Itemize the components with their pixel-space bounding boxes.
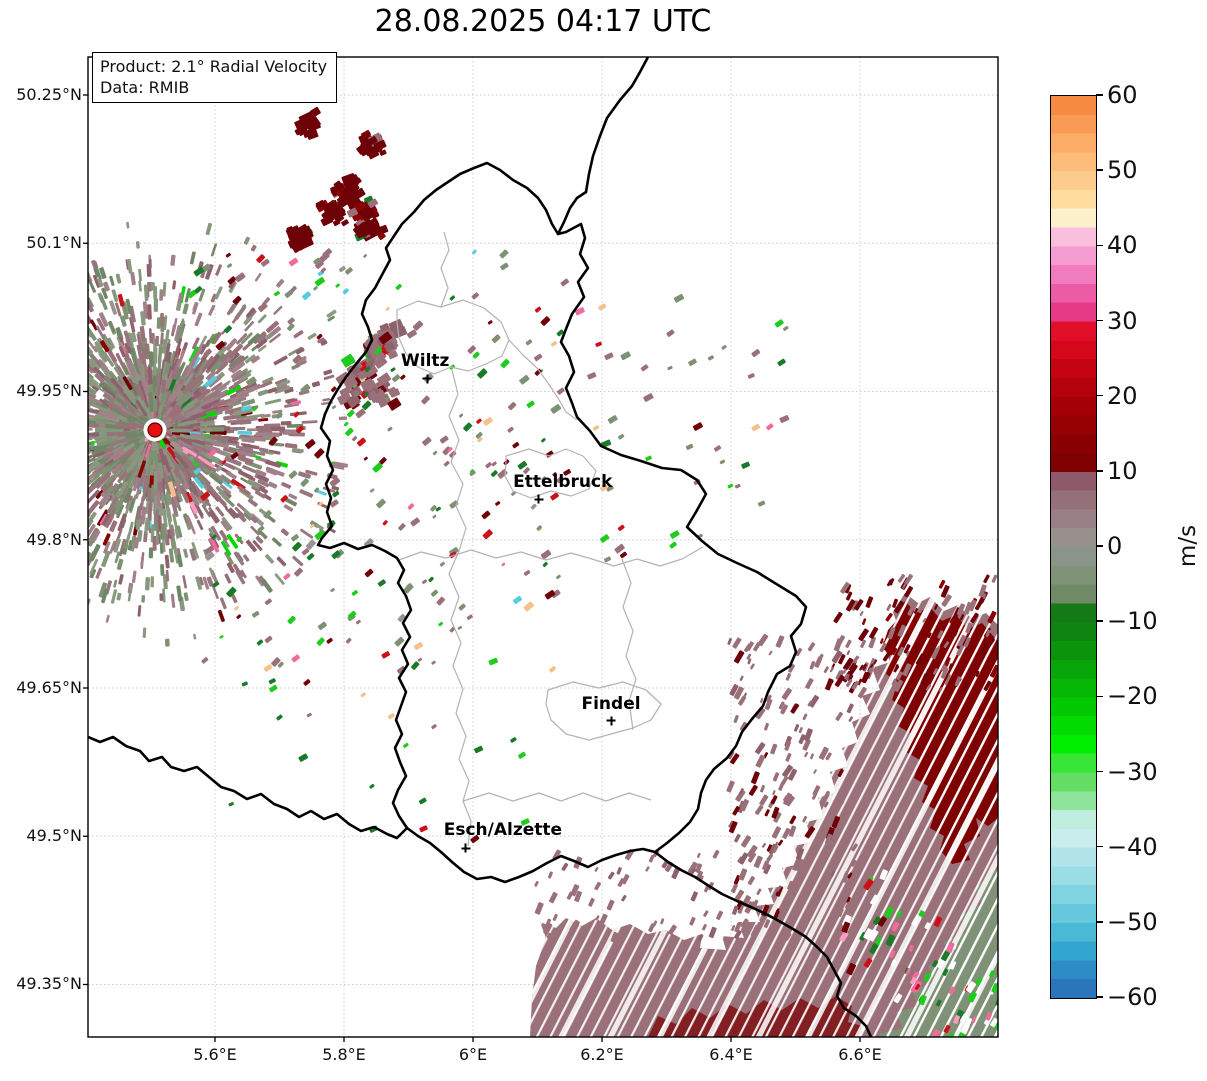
city-label: Findel xyxy=(581,693,641,714)
colorbar-tick xyxy=(1096,996,1103,998)
city-marker xyxy=(606,715,617,726)
speckle-mid xyxy=(187,248,565,673)
colorbar-tick-label: 30 xyxy=(1107,306,1138,335)
colorbar-tick xyxy=(1096,921,1103,923)
city-label: Wiltz xyxy=(400,350,450,371)
region-border xyxy=(398,546,704,567)
country-border-luxembourg xyxy=(316,161,808,884)
region-border xyxy=(545,681,662,741)
region-border xyxy=(621,558,637,731)
colorbar-tick xyxy=(1096,394,1103,397)
clutter-speckles xyxy=(88,106,998,1037)
lat-tick-label: 49.95°N xyxy=(16,381,82,401)
colorbar-tick-label: −20 xyxy=(1107,682,1158,711)
colorbar-tick xyxy=(1096,770,1103,773)
colorbar-tick-label: −30 xyxy=(1107,757,1158,786)
colorbar-tick xyxy=(1096,620,1103,622)
colorbar-tick xyxy=(1096,545,1103,547)
country-border-be-de xyxy=(584,57,650,194)
echo-boundary-specks xyxy=(839,869,998,1037)
colorbar-tick xyxy=(1096,244,1103,247)
echo-fringe-bottom xyxy=(534,849,773,943)
city-label: Ettelbruck xyxy=(513,472,613,493)
lon-tick-label: 6.2°E xyxy=(580,1045,624,1064)
lat-tick-label: 49.65°N xyxy=(16,677,82,697)
lon-tick-label: 5.6°E xyxy=(193,1045,237,1064)
colorbar-tick-label: 10 xyxy=(1107,456,1138,485)
colorbar-tick xyxy=(1096,845,1103,848)
colorbar-unit-label: m/s xyxy=(1175,524,1201,568)
colorbar-tick xyxy=(1096,695,1103,698)
city-marker xyxy=(422,373,433,384)
colorbar-tick-label: −10 xyxy=(1107,607,1158,636)
echo-fringe-top xyxy=(829,573,998,699)
region-border xyxy=(440,231,450,308)
colorbar-tick-label: 0 xyxy=(1107,532,1123,560)
axes-frame xyxy=(87,56,999,1038)
country-border-north-dip xyxy=(556,190,588,236)
lon-tick-label: 6.6°E xyxy=(838,1045,882,1064)
colorbar-tick xyxy=(1096,169,1103,171)
colorbar-tick xyxy=(1096,94,1103,96)
region-border xyxy=(462,792,652,802)
region-borders xyxy=(396,231,704,847)
radar-site-dot xyxy=(147,422,163,438)
axis-tick-marks xyxy=(83,94,861,1042)
echo-fringe-left xyxy=(726,633,861,941)
clutter-wiltz xyxy=(335,318,408,411)
clutter-nw xyxy=(285,106,389,254)
lat-tick-label: 50.25°N xyxy=(16,85,82,104)
figure-title: 28.08.2025 04:17 UTC xyxy=(374,4,712,39)
legend-data-line: Data: RMIB xyxy=(100,78,190,98)
region-border xyxy=(508,339,578,421)
lat-tick-label: 50.1°N xyxy=(26,233,82,253)
colorbar-tick-label: −60 xyxy=(1107,983,1158,1011)
lon-tick-label: 6°E xyxy=(458,1045,488,1064)
lon-tick-label: 5.8°E xyxy=(322,1045,366,1064)
city-label: Esch/Alzette xyxy=(443,820,563,841)
country-border-be-fr xyxy=(88,735,409,840)
colorbar-tick-label: 50 xyxy=(1107,156,1138,185)
country-borders xyxy=(88,57,873,1037)
radar-site-marker xyxy=(143,418,167,442)
product-legend: Product: 2.1° Radial Velocity Data: RMIB xyxy=(92,52,338,104)
region-border xyxy=(396,299,510,375)
colorbar-tick-label: 60 xyxy=(1107,81,1138,109)
speckle-south xyxy=(228,642,530,844)
lat-tick-label: 49.8°N xyxy=(26,529,82,549)
lon-tick-label: 6.4°E xyxy=(709,1045,753,1064)
colorbar-tick-label: 40 xyxy=(1107,231,1138,260)
city-marker xyxy=(460,843,471,854)
city-marker xyxy=(533,494,544,505)
lat-tick-label: 49.35°N xyxy=(16,974,82,994)
speckle-east xyxy=(560,278,790,563)
country-border-fr-de xyxy=(653,850,873,1037)
colorbar-tick xyxy=(1096,470,1103,472)
lat-tick-label: 49.5°N xyxy=(26,826,82,846)
region-border xyxy=(448,369,472,847)
colorbar-tick-label: −50 xyxy=(1107,907,1158,936)
colorbar-tick-label: 20 xyxy=(1107,381,1138,410)
legend-product-line: Product: 2.1° Radial Velocity xyxy=(100,57,328,76)
colorbar-tick xyxy=(1096,319,1103,322)
radar-clutter-disc xyxy=(88,221,358,647)
colorbar-tick-label: −40 xyxy=(1107,832,1158,861)
region-border xyxy=(504,448,597,499)
colorbar-gradient xyxy=(1050,95,1097,999)
